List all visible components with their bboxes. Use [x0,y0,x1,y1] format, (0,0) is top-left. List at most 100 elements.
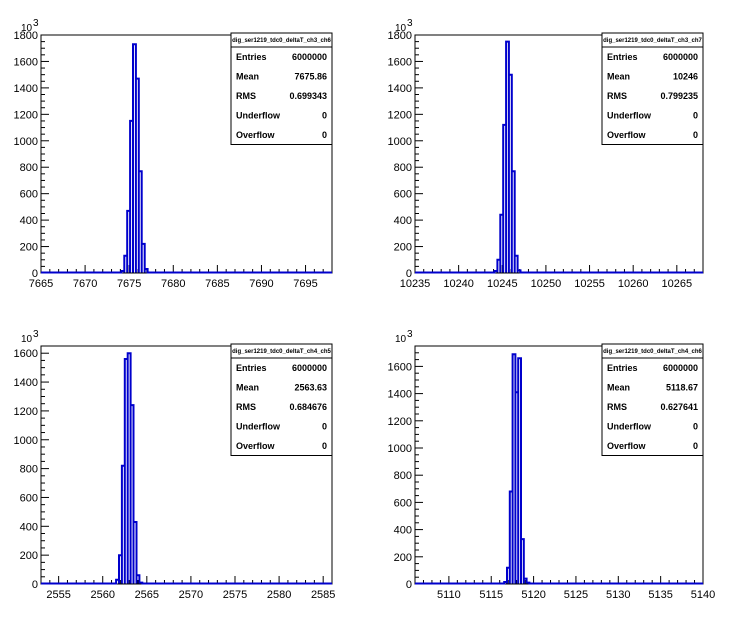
y-tick-label: 1800 [388,30,412,42]
y-tick-label: 0 [32,268,38,280]
y-axis-exponent-base: 10 [21,334,33,345]
x-tick-label: 7675 [117,278,141,290]
y-axis-exponent-power: 3 [407,329,413,340]
stats-value: 0.699343 [289,91,327,101]
y-tick-label: 800 [20,162,38,174]
stats-label: Entries [236,52,267,62]
stats-value: 0.627641 [660,402,698,412]
y-tick-label: 0 [32,579,38,591]
stats-value: 10246 [673,72,698,82]
stats-value: 0 [322,111,327,121]
stats-label: Overflow [236,130,276,140]
x-tick-label: 10240 [443,278,474,290]
stats-label: RMS [607,402,627,412]
stats-value: 6000000 [292,363,327,373]
y-tick-label: 1400 [14,377,38,389]
x-tick-label: 2585 [311,589,335,601]
stats-box-frame [230,32,333,145]
x-tick-label: 5130 [606,589,630,601]
x-tick-label: 2570 [179,589,203,601]
stats-label: RMS [236,91,256,101]
y-axis-exponent-base: 10 [21,23,33,34]
stats-label: Overflow [607,441,647,451]
stats-box: dig_ser1219_tdc0_deltaT_ch3_ch6 Entries 60… [230,32,333,145]
stats-box-title: dig_ser1219_tdc0_deltaT_ch4_ch6 [603,349,702,355]
stats-label: Mean [607,72,630,82]
y-axis-exponent-power: 3 [33,18,39,29]
stats-label: Entries [607,52,638,62]
y-axis-exponent-base: 10 [395,334,407,345]
y-tick-label: 400 [394,525,412,537]
stats-label: Underflow [607,422,652,432]
y-tick-label: 1000 [14,435,38,447]
y-tick-label: 800 [394,470,412,482]
x-tick-label: 10260 [618,278,649,290]
stats-value: 0 [693,422,698,432]
y-tick-label: 400 [394,215,412,227]
y-tick-label: 200 [20,550,38,562]
y-tick-label: 1400 [14,83,38,95]
y-tick-label: 600 [20,492,38,504]
stats-label: Mean [236,383,259,393]
histogram-line [41,352,332,585]
y-tick-label: 0 [406,268,412,280]
histogram-line [415,40,703,274]
x-tick-label: 7690 [249,278,273,290]
stats-box: dig_ser1219_tdc0_deltaT_ch4_ch5 Entries 60… [230,343,333,456]
x-tick-label: 2565 [135,589,159,601]
y-tick-label: 1400 [388,389,412,401]
stats-box-frame [601,343,704,456]
stats-label: RMS [236,402,256,412]
stats-box-frame [230,343,333,456]
stats-value: 7675.86 [294,72,327,82]
stats-value: 2563.63 [294,383,327,393]
stats-box-title: dig_ser1219_tdc0_deltaT_ch3_ch7 [603,38,702,44]
stats-label: Underflow [236,111,281,121]
y-tick-label: 400 [20,521,38,533]
stats-value: 0 [693,441,698,451]
y-tick-label: 0 [406,579,412,591]
x-tick-label: 7670 [73,278,97,290]
stats-box-title: dig_ser1219_tdc0_deltaT_ch3_ch6 [232,38,331,44]
x-tick-label: 5110 [437,589,461,601]
stats-value: 0 [693,130,698,140]
x-tick-label: 10255 [574,278,605,290]
stats-label: Mean [236,72,259,82]
stats-label: Entries [236,363,267,373]
x-tick-label: 2580 [267,589,291,601]
y-tick-label: 1200 [14,406,38,418]
stats-value: 0 [693,111,698,121]
x-tick-label: 10250 [531,278,562,290]
x-tick-label: 2575 [223,589,247,601]
x-tick-label: 5140 [691,589,715,601]
histogram-line [41,43,332,274]
x-tick-label: 5125 [564,589,588,601]
y-tick-label: 200 [394,242,412,254]
stats-label: Underflow [607,111,652,121]
stats-label: Overflow [236,441,276,451]
y-tick-label: 200 [394,552,412,564]
stats-label: Mean [607,383,630,393]
y-tick-label: 1000 [388,443,412,455]
histogram-line [415,353,703,585]
x-tick-label: 2560 [90,589,114,601]
x-tick-label: 7665 [29,278,53,290]
y-tick-label: 1400 [388,83,412,95]
stats-label: RMS [607,91,627,101]
stats-value: 0 [322,441,327,451]
x-tick-label: 5115 [479,589,503,601]
y-tick-label: 1600 [14,348,38,360]
stats-value: 0.684676 [289,402,327,412]
stats-box: dig_ser1219_tdc0_deltaT_ch3_ch7 Entries 60… [601,32,704,145]
y-tick-label: 600 [394,189,412,201]
stats-value: 0.799235 [660,91,698,101]
x-tick-label: 2555 [46,589,70,601]
y-tick-label: 600 [20,189,38,201]
stats-label: Underflow [236,422,281,432]
y-tick-label: 600 [394,497,412,509]
stats-box-title: dig_ser1219_tdc0_deltaT_ch4_ch5 [232,349,331,355]
